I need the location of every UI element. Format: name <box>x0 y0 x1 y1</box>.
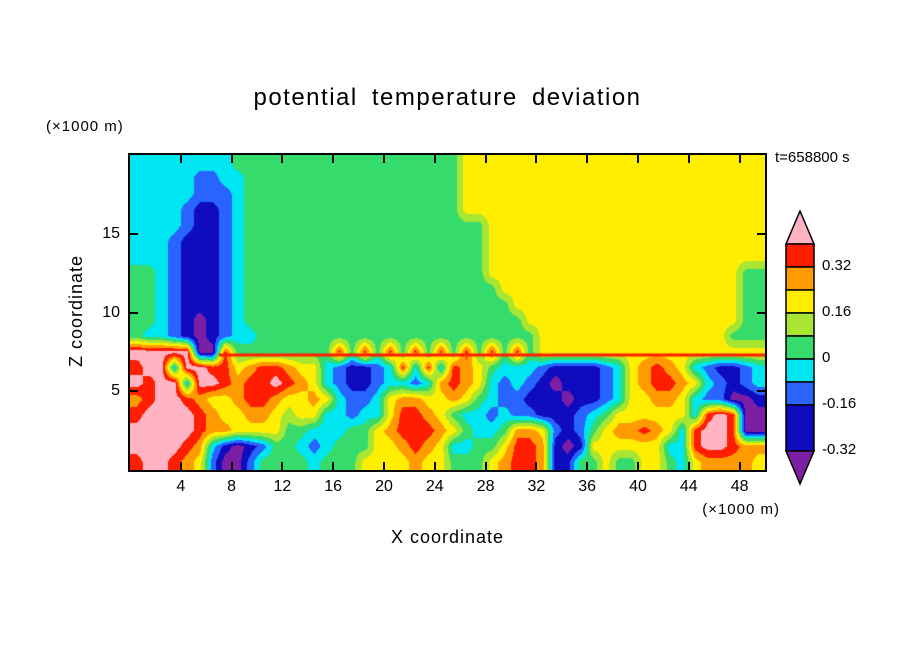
y-tick-mark <box>130 232 138 235</box>
x-tick-label: 36 <box>578 478 597 495</box>
x-tick-mark <box>433 462 436 470</box>
x-tick-label: 12 <box>273 478 292 495</box>
x-tick-mark <box>637 462 639 470</box>
colorbar-segment <box>785 335 815 360</box>
x-tick-mark-top <box>230 155 233 163</box>
x-tick-label: 4 <box>176 478 186 495</box>
x-tick-label: 48 <box>730 478 749 495</box>
x-tick-mark <box>332 462 335 470</box>
colorbar-segment <box>785 266 815 291</box>
x-tick-mark-top <box>433 155 436 163</box>
x-tick-mark-top <box>484 155 487 163</box>
x-tick-label: 16 <box>324 478 343 495</box>
x-tick-mark-top <box>535 155 538 163</box>
y-tick-mark-right <box>757 311 765 314</box>
x-tick-mark <box>281 462 284 470</box>
colorbar-segment <box>785 312 815 337</box>
colorbar-tick-label: 0.32 <box>822 257 852 274</box>
colorbar-tick-label: 0.16 <box>822 303 852 320</box>
x-tick-mark <box>586 462 589 470</box>
plot-area <box>128 153 767 472</box>
x-tick-mark-top <box>637 155 639 163</box>
x-tick-mark-top <box>332 155 335 163</box>
x-tick-mark-top <box>738 155 741 163</box>
colorbar-segment <box>785 381 815 406</box>
x-tick-mark-top <box>179 155 182 163</box>
colorbar-arrow-up <box>784 209 816 245</box>
colorbar-arrow-down <box>784 450 816 486</box>
colorbar-tick-label: -0.16 <box>822 395 857 412</box>
colorbar-segment <box>785 243 815 268</box>
x-tick-label: 20 <box>375 478 393 495</box>
x-axis-unit-label: (×1000 m) <box>702 501 780 518</box>
y-tick-label: 10 <box>102 303 120 321</box>
colorbar-tick-label: 0 <box>822 349 831 366</box>
x-tick-mark-top <box>281 155 284 163</box>
y-tick-label: 5 <box>111 382 120 400</box>
y-axis-label: Z coordinate <box>66 254 86 368</box>
colorbar-segment <box>785 289 815 314</box>
colorbar-segment <box>785 404 815 452</box>
y-tick-mark-right <box>757 232 765 235</box>
y-tick-mark <box>130 311 138 314</box>
chart-title: potential temperature deviation <box>253 84 642 111</box>
colorbar-tick-label: -0.32 <box>822 441 857 458</box>
x-tick-label: 32 <box>527 478 546 495</box>
y-tick-label: 15 <box>102 224 120 242</box>
x-tick-mark-top <box>586 155 589 163</box>
y-tick-mark-right <box>757 390 765 393</box>
x-tick-mark <box>687 462 690 470</box>
x-tick-mark <box>179 462 182 470</box>
x-tick-label: 24 <box>425 478 444 495</box>
colorbar-segment <box>785 358 815 383</box>
contour-canvas <box>130 155 765 470</box>
x-tick-label: 44 <box>679 478 698 495</box>
y-axis-unit-label: (×1000 m) <box>46 118 124 135</box>
colorbar <box>784 209 816 486</box>
x-tick-mark <box>535 462 538 470</box>
y-tick-mark <box>130 390 138 393</box>
time-stamp-label: t=658800 s <box>775 149 850 166</box>
x-tick-mark-top <box>687 155 690 163</box>
x-tick-mark-top <box>383 155 385 163</box>
x-tick-label: 8 <box>227 478 237 495</box>
x-tick-mark <box>230 462 233 470</box>
x-tick-mark <box>383 462 385 470</box>
x-tick-mark <box>484 462 487 470</box>
x-tick-label: 40 <box>629 478 647 495</box>
x-tick-label: 28 <box>476 478 495 495</box>
x-tick-mark <box>738 462 741 470</box>
x-axis-label: X coordinate <box>390 527 505 547</box>
